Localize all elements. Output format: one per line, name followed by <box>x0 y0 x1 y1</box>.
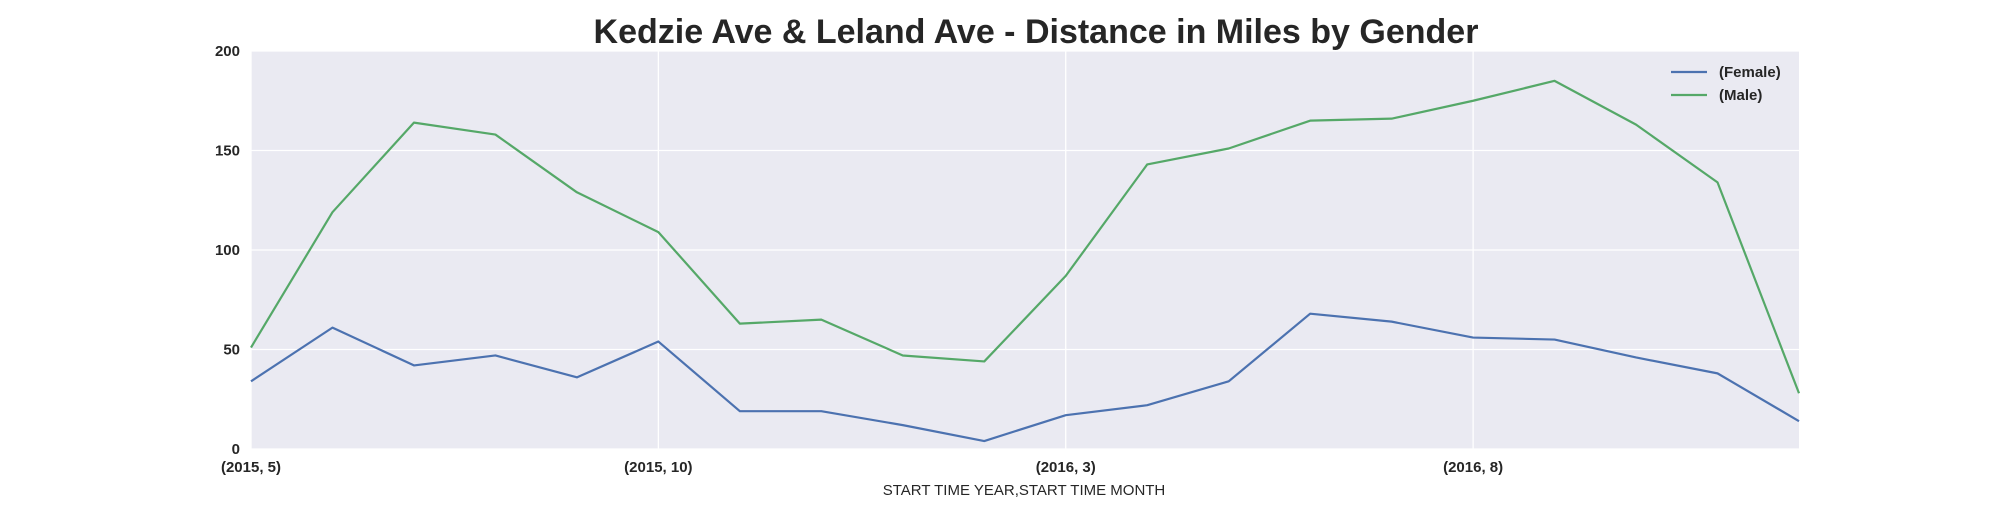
y-tick-label: 150 <box>215 143 240 160</box>
legend-label: (Female) <box>1719 64 1781 81</box>
x-axis: (2015, 5) (2015, 10) (2016, 3) (2016, 8) <box>221 459 1503 476</box>
y-tick-label: 100 <box>215 242 240 259</box>
chart-title: Kedzie Ave & Leland Ave - Distance in Mi… <box>594 13 1479 51</box>
x-tick-label: (2015, 5) <box>221 459 281 476</box>
x-tick-label: (2015, 10) <box>624 459 692 476</box>
y-tick-label: 0 <box>232 441 240 458</box>
x-axis-label: START TIME YEAR,START TIME MONTH <box>883 482 1166 499</box>
y-tick-label: 50 <box>223 342 240 359</box>
x-tick-label: (2016, 8) <box>1443 459 1503 476</box>
y-tick-label: 200 <box>215 43 240 60</box>
x-tick-label: (2016, 3) <box>1036 459 1096 476</box>
legend-label: (Male) <box>1719 87 1762 104</box>
y-axis: 0 50 100 150 200 <box>215 43 240 458</box>
